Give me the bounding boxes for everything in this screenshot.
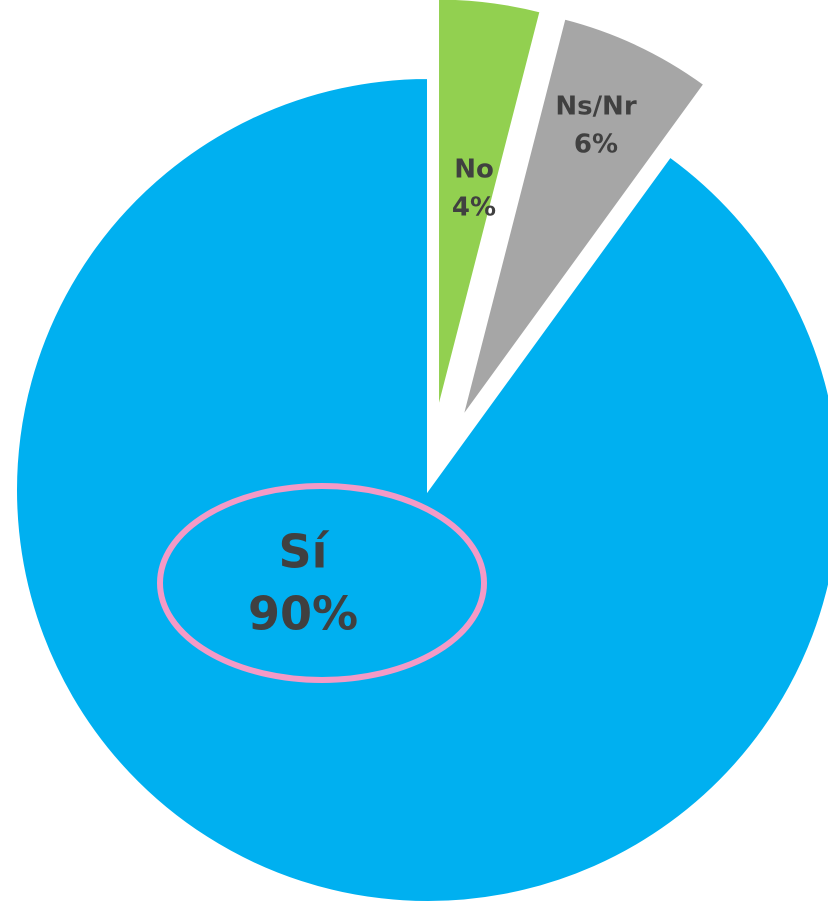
pie-slice [15,76,828,903]
slice-category-label: Ns/Nr [555,92,636,122]
slice-value-label: 6% [574,130,618,160]
slice-value-label: 90% [248,587,358,641]
slices [15,0,828,903]
pie-slice [437,0,542,411]
highlight-ellipse [157,483,487,683]
labels: No 4% Ns/Nr 6% Sí 90% [248,92,637,641]
slice-value-label: 4% [452,193,496,223]
slice-category-label: No [454,155,494,185]
slice-category-label: Sí [279,525,330,579]
pie-slice [461,17,706,419]
